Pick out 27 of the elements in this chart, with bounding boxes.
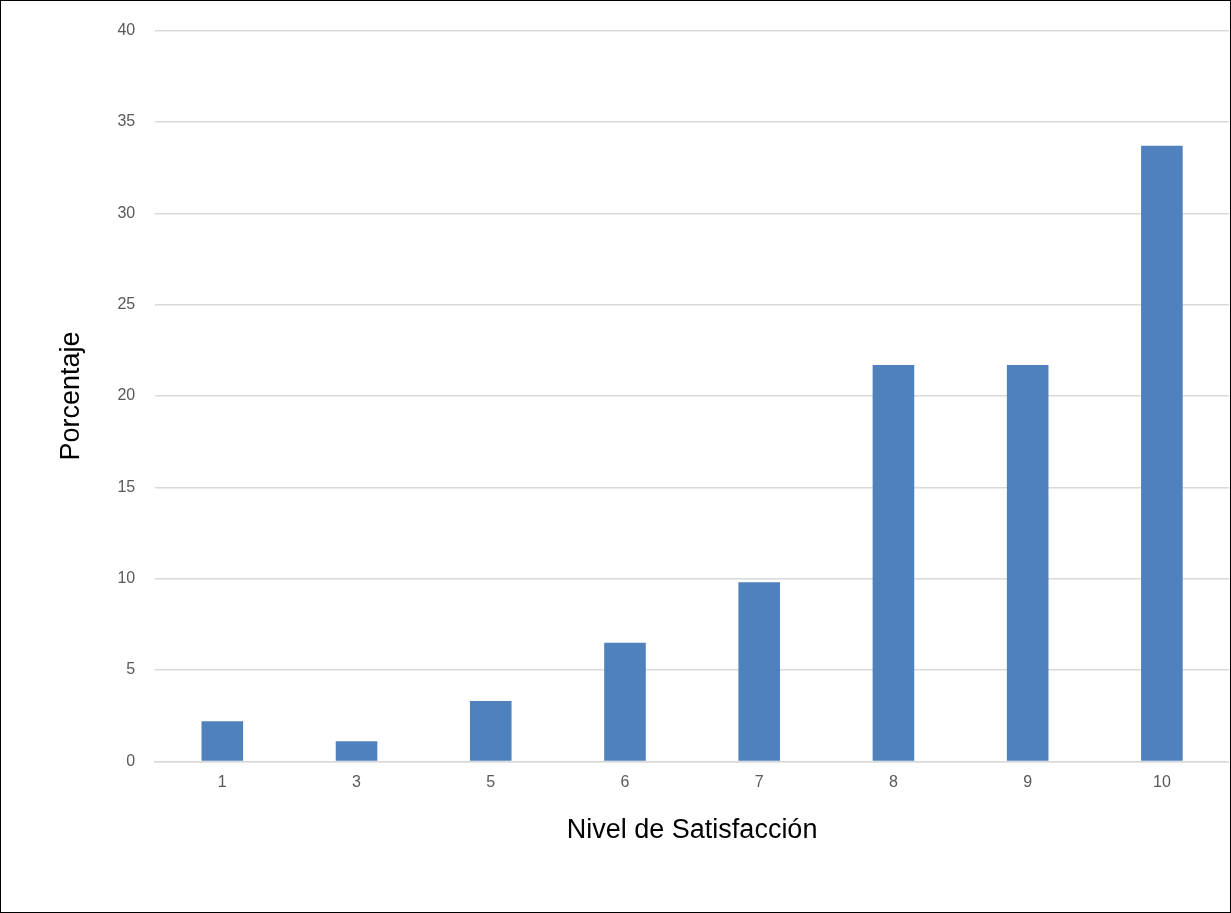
x-tick-label: 3 bbox=[352, 773, 362, 791]
x-tick-label: 1 bbox=[217, 773, 227, 791]
y-tick-label: 10 bbox=[117, 569, 136, 587]
x-tick-label: 6 bbox=[620, 773, 630, 791]
x-tick-label: 10 bbox=[1152, 773, 1171, 791]
y-tick-label: 25 bbox=[117, 295, 136, 313]
bar bbox=[738, 582, 781, 761]
x-tick-label: 5 bbox=[486, 773, 496, 791]
bar bbox=[1141, 145, 1183, 761]
y-tick-label: 40 bbox=[117, 21, 136, 39]
x-tick-label: 7 bbox=[754, 773, 764, 791]
y-tick-label: 30 bbox=[117, 203, 136, 221]
y-axis-title: Porcentaje bbox=[54, 331, 85, 461]
bar bbox=[469, 701, 512, 761]
y-tick-label: 35 bbox=[117, 112, 136, 130]
x-tick-label: 8 bbox=[888, 773, 898, 791]
y-tick-label: 5 bbox=[126, 660, 136, 678]
bar bbox=[872, 364, 915, 761]
x-tick-label: 9 bbox=[1023, 773, 1033, 791]
x-axis-title: Nivel de Satisfacción bbox=[566, 814, 818, 845]
y-tick-label: 20 bbox=[117, 386, 136, 404]
bar bbox=[201, 721, 244, 761]
bar bbox=[604, 642, 646, 761]
y-tick-label: 0 bbox=[126, 751, 136, 769]
y-tick-label: 15 bbox=[117, 477, 136, 495]
bar bbox=[1006, 364, 1049, 761]
bar bbox=[335, 741, 378, 761]
